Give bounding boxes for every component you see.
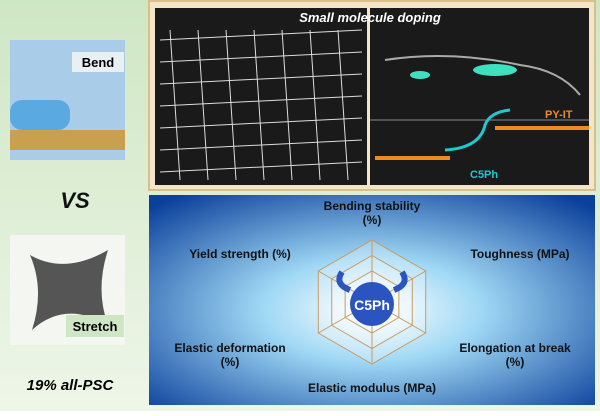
axis-label: Toughness (MPa) (470, 247, 569, 261)
axis-label: (%) (506, 355, 525, 369)
network-panel (155, 8, 367, 185)
chain (159, 161, 363, 173)
bend-label: Bend (82, 55, 115, 70)
top-title: Small molecule doping (299, 10, 441, 25)
highlight (473, 64, 517, 76)
chain (159, 73, 363, 85)
axis-label: Elastic deformation (174, 341, 285, 355)
chain (159, 139, 363, 151)
chain (159, 51, 363, 63)
chain (253, 29, 265, 181)
stretch-label-bg (66, 315, 124, 337)
axis-label: (%) (363, 213, 382, 227)
dopant-label: C5Ph (470, 169, 498, 181)
glove (10, 100, 70, 130)
chain (159, 117, 363, 129)
chain (159, 95, 363, 107)
chain (281, 29, 293, 181)
chain (225, 29, 237, 181)
vs-label: VS (60, 188, 90, 213)
interaction-panel (370, 8, 589, 185)
chain (197, 29, 209, 181)
chain (337, 29, 349, 181)
polymer-label: PY-IT (545, 109, 573, 121)
device-strip (10, 130, 125, 150)
chain (309, 29, 321, 181)
crab-claws (336, 270, 408, 293)
stretch-label: Stretch (73, 319, 118, 334)
molecule (384, 55, 581, 96)
crab-label: C5Ph (354, 297, 390, 313)
axis-label: Yield strength (%) (189, 247, 291, 261)
axis-label: (%) (221, 355, 240, 369)
chain (159, 29, 363, 41)
polymer-network (159, 29, 363, 181)
axis-label: Elongation at break (459, 341, 571, 355)
crab (350, 282, 394, 326)
dopant-curve (444, 108, 511, 152)
bend-label-bg (72, 52, 124, 72)
axis-label: Bending stability (324, 199, 421, 213)
highlight (410, 71, 430, 79)
caption: 19% all-PSC (27, 377, 115, 394)
stretched-film (30, 250, 108, 330)
axis-label: Elastic modulus (MPa) (308, 381, 436, 395)
